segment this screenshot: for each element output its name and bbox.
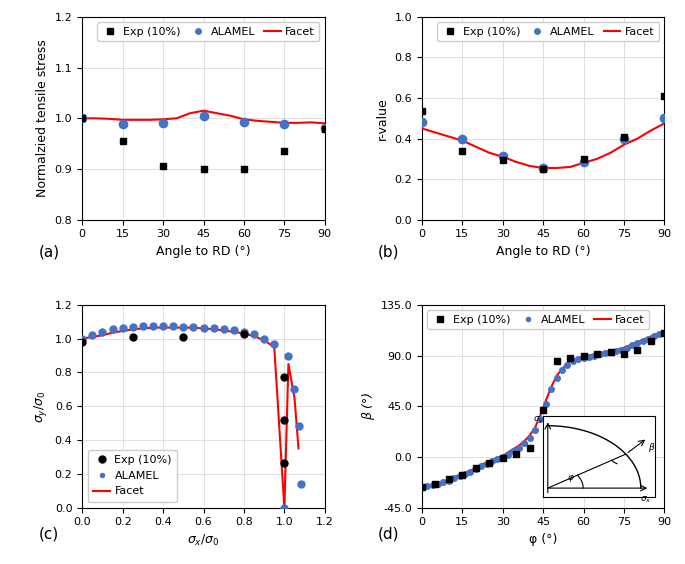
Text: (d): (d)	[378, 526, 399, 541]
Y-axis label: β (°): β (°)	[362, 392, 375, 420]
Y-axis label: Normalzied tensile stress: Normalzied tensile stress	[36, 39, 49, 197]
Y-axis label: $\sigma_y/\sigma_0$: $\sigma_y/\sigma_0$	[32, 390, 49, 422]
Legend: Exp (10%), ALAMEL, Facet: Exp (10%), ALAMEL, Facet	[437, 23, 659, 41]
X-axis label: Angle to RD (°): Angle to RD (°)	[156, 245, 251, 258]
Legend: Exp (10%), ALAMEL, Facet: Exp (10%), ALAMEL, Facet	[88, 450, 177, 502]
Legend: Exp (10%), ALAMEL, Facet: Exp (10%), ALAMEL, Facet	[427, 310, 649, 329]
Legend: Exp (10%), ALAMEL, Facet: Exp (10%), ALAMEL, Facet	[97, 23, 319, 41]
X-axis label: φ (°): φ (°)	[529, 533, 558, 546]
Text: (b): (b)	[378, 244, 399, 259]
X-axis label: $\sigma_x/\sigma_0$: $\sigma_x/\sigma_0$	[187, 533, 220, 548]
Y-axis label: r-value: r-value	[376, 97, 389, 140]
Text: (a): (a)	[38, 244, 60, 259]
X-axis label: Angle to RD (°): Angle to RD (°)	[496, 245, 590, 258]
Text: (c): (c)	[38, 526, 59, 541]
